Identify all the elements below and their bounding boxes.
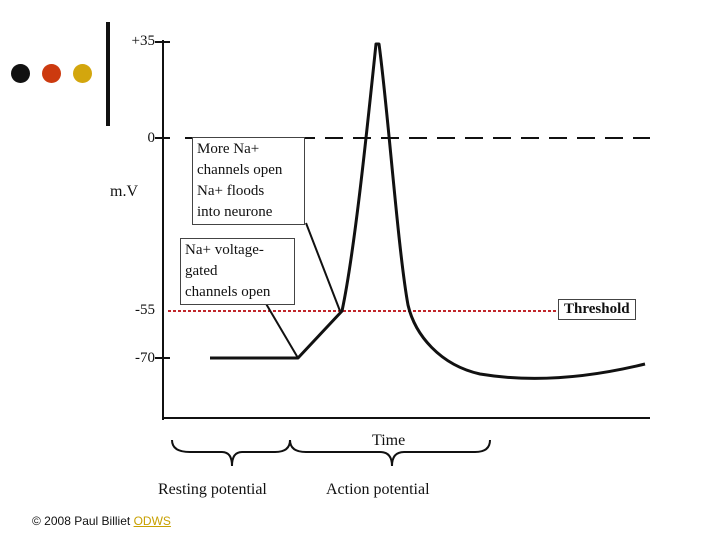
annotation-voltage-gated-line3: channels open bbox=[185, 284, 271, 300]
annotation-na-floods-line3: Na+ floods bbox=[197, 183, 265, 199]
phase-resting-label: Resting potential bbox=[158, 481, 267, 498]
brace-action bbox=[289, 439, 491, 467]
logo-bar bbox=[106, 22, 110, 126]
pointer-na-floods bbox=[305, 222, 341, 312]
phase-action-label: Action potential bbox=[326, 481, 430, 498]
annotation-na-floods-line1: More Na+ bbox=[197, 141, 260, 157]
annotation-voltage-gated-line2: gated bbox=[185, 263, 218, 279]
logo-dot-black bbox=[11, 64, 30, 83]
y-tick-minus55: -55 bbox=[135, 302, 155, 318]
pointer-voltage-gated bbox=[264, 301, 299, 359]
y-tick-plus35: +35 bbox=[131, 33, 155, 49]
annotation-na-floods-line4: into neurone bbox=[197, 204, 273, 220]
membrane-potential-curve bbox=[210, 42, 646, 380]
footer-copyright: © 2008 Paul Billiet bbox=[32, 514, 131, 528]
logo-dot-yellow bbox=[73, 64, 92, 83]
y-tick-0: 0 bbox=[147, 130, 156, 146]
logo-dot-red bbox=[42, 64, 61, 83]
annotation-voltage-gated: Na+ voltage- gated channels open bbox=[180, 238, 295, 305]
footer-link[interactable]: ODWS bbox=[133, 514, 171, 528]
brace-resting bbox=[171, 439, 291, 467]
footer-credit: © 2008 Paul Billiet ODWS bbox=[32, 514, 171, 528]
annotation-voltage-gated-line1: Na+ voltage- bbox=[185, 242, 264, 258]
threshold-label: Threshold bbox=[558, 299, 636, 320]
annotation-na-floods-line2: channels open bbox=[197, 162, 283, 178]
annotation-na-floods: More Na+ channels open Na+ floods into n… bbox=[192, 137, 305, 225]
x-axis-label: Time bbox=[372, 432, 406, 449]
y-axis-unit: m.V bbox=[110, 183, 138, 200]
y-tick-minus70: -70 bbox=[135, 350, 155, 366]
